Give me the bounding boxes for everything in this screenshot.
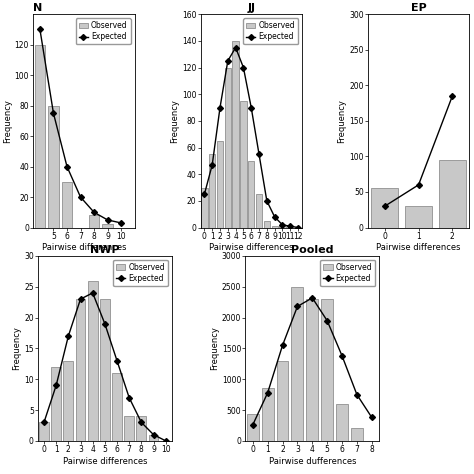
Bar [100,299,109,441]
Bar [256,194,262,228]
Bar [217,141,223,228]
Bar [89,215,100,228]
Bar [233,41,239,228]
Bar [321,299,333,441]
Bar [351,428,363,441]
Legend: Observed, Expected: Observed, Expected [113,260,168,286]
Y-axis label: Frequency: Frequency [170,99,179,143]
Bar [279,226,285,228]
Bar [264,221,270,228]
Bar [88,281,98,441]
Legend: Observed, Expected: Observed, Expected [320,260,375,286]
Bar [64,361,73,441]
Title: JJ: JJ [247,3,255,13]
Bar [272,226,278,228]
Legend: Observed, Expected: Observed, Expected [76,18,131,45]
Legend: Observed, Expected: Observed, Expected [243,18,298,45]
Bar [240,101,246,228]
Bar [39,422,49,441]
Bar [336,404,348,441]
Bar [262,389,273,441]
Bar [405,206,432,228]
Bar [137,416,146,441]
Bar [76,299,85,441]
Bar [306,299,318,441]
Bar [292,287,303,441]
Bar [124,416,134,441]
Bar [62,182,73,228]
X-axis label: Pairwise differences: Pairwise differences [63,457,147,466]
Text: N: N [33,3,43,13]
Bar [225,67,231,228]
X-axis label: Pairwise dufferences: Pairwise dufferences [269,457,356,466]
X-axis label: Pairwise differences: Pairwise differences [376,244,461,253]
Bar [277,361,289,441]
Bar [51,367,61,441]
Bar [201,188,208,228]
Bar [209,154,215,228]
Bar [112,373,122,441]
Bar [149,435,158,441]
Bar [48,106,59,228]
Y-axis label: Frequency: Frequency [337,99,346,143]
Title: NWP: NWP [90,245,119,255]
Y-axis label: Frequency: Frequency [210,327,219,370]
X-axis label: Pairwise differences: Pairwise differences [42,244,126,253]
Bar [248,161,255,228]
Bar [102,225,113,228]
Bar [35,45,46,228]
Bar [439,160,466,228]
Title: EP: EP [410,3,427,13]
Bar [371,188,398,228]
Bar [247,414,259,441]
Y-axis label: Frequency: Frequency [12,327,21,370]
Y-axis label: Frequency: Frequency [3,99,12,143]
Title: Pooled: Pooled [291,245,334,255]
X-axis label: Pairwise differences: Pairwise differences [209,244,293,253]
